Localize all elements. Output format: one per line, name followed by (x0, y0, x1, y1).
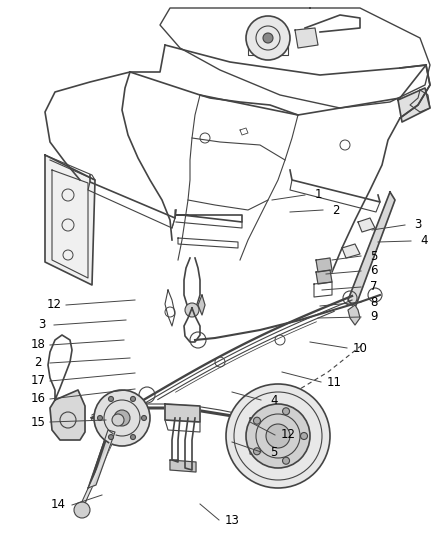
Circle shape (300, 432, 307, 440)
Circle shape (226, 384, 330, 488)
Polygon shape (316, 258, 332, 272)
Text: 14: 14 (50, 498, 66, 512)
Text: 10: 10 (353, 342, 367, 354)
Polygon shape (295, 28, 318, 48)
Circle shape (141, 416, 146, 421)
Circle shape (131, 434, 135, 440)
Text: 4: 4 (270, 393, 278, 407)
Polygon shape (198, 295, 205, 315)
Text: 1: 1 (314, 189, 322, 201)
Polygon shape (165, 404, 200, 422)
Text: 9: 9 (370, 311, 378, 324)
Circle shape (185, 303, 199, 317)
Polygon shape (348, 192, 395, 308)
Circle shape (94, 390, 150, 446)
Polygon shape (342, 244, 360, 258)
Circle shape (246, 404, 310, 468)
Polygon shape (358, 218, 375, 232)
Text: 3: 3 (38, 319, 46, 332)
Polygon shape (88, 430, 115, 488)
Polygon shape (398, 88, 430, 122)
Circle shape (114, 410, 130, 426)
Text: 12: 12 (46, 298, 61, 311)
Text: 13: 13 (225, 513, 240, 527)
Circle shape (254, 417, 261, 424)
Polygon shape (170, 460, 196, 472)
Text: 15: 15 (31, 416, 46, 429)
Circle shape (283, 408, 290, 415)
Text: 17: 17 (31, 375, 46, 387)
Polygon shape (45, 155, 95, 285)
Circle shape (131, 397, 135, 401)
Text: 4: 4 (420, 235, 428, 247)
Text: 8: 8 (370, 295, 378, 309)
Polygon shape (348, 305, 360, 325)
Text: 7: 7 (370, 280, 378, 294)
Text: 5: 5 (370, 249, 378, 262)
Text: 12: 12 (280, 429, 296, 441)
Text: 2: 2 (332, 204, 340, 216)
Circle shape (109, 434, 113, 440)
Polygon shape (250, 416, 268, 460)
Circle shape (112, 414, 124, 426)
Text: 16: 16 (31, 392, 46, 406)
Circle shape (263, 33, 273, 43)
Circle shape (246, 16, 290, 60)
Text: 3: 3 (414, 219, 422, 231)
Text: 5: 5 (270, 446, 278, 458)
Circle shape (98, 416, 102, 421)
Circle shape (254, 448, 261, 455)
Circle shape (74, 502, 90, 518)
Text: 2: 2 (34, 357, 42, 369)
Circle shape (266, 424, 290, 448)
Circle shape (283, 457, 290, 464)
Text: 11: 11 (326, 376, 342, 389)
Text: 18: 18 (31, 338, 46, 351)
Polygon shape (316, 270, 332, 284)
Circle shape (109, 397, 113, 401)
Polygon shape (50, 390, 85, 440)
Text: 6: 6 (370, 264, 378, 278)
